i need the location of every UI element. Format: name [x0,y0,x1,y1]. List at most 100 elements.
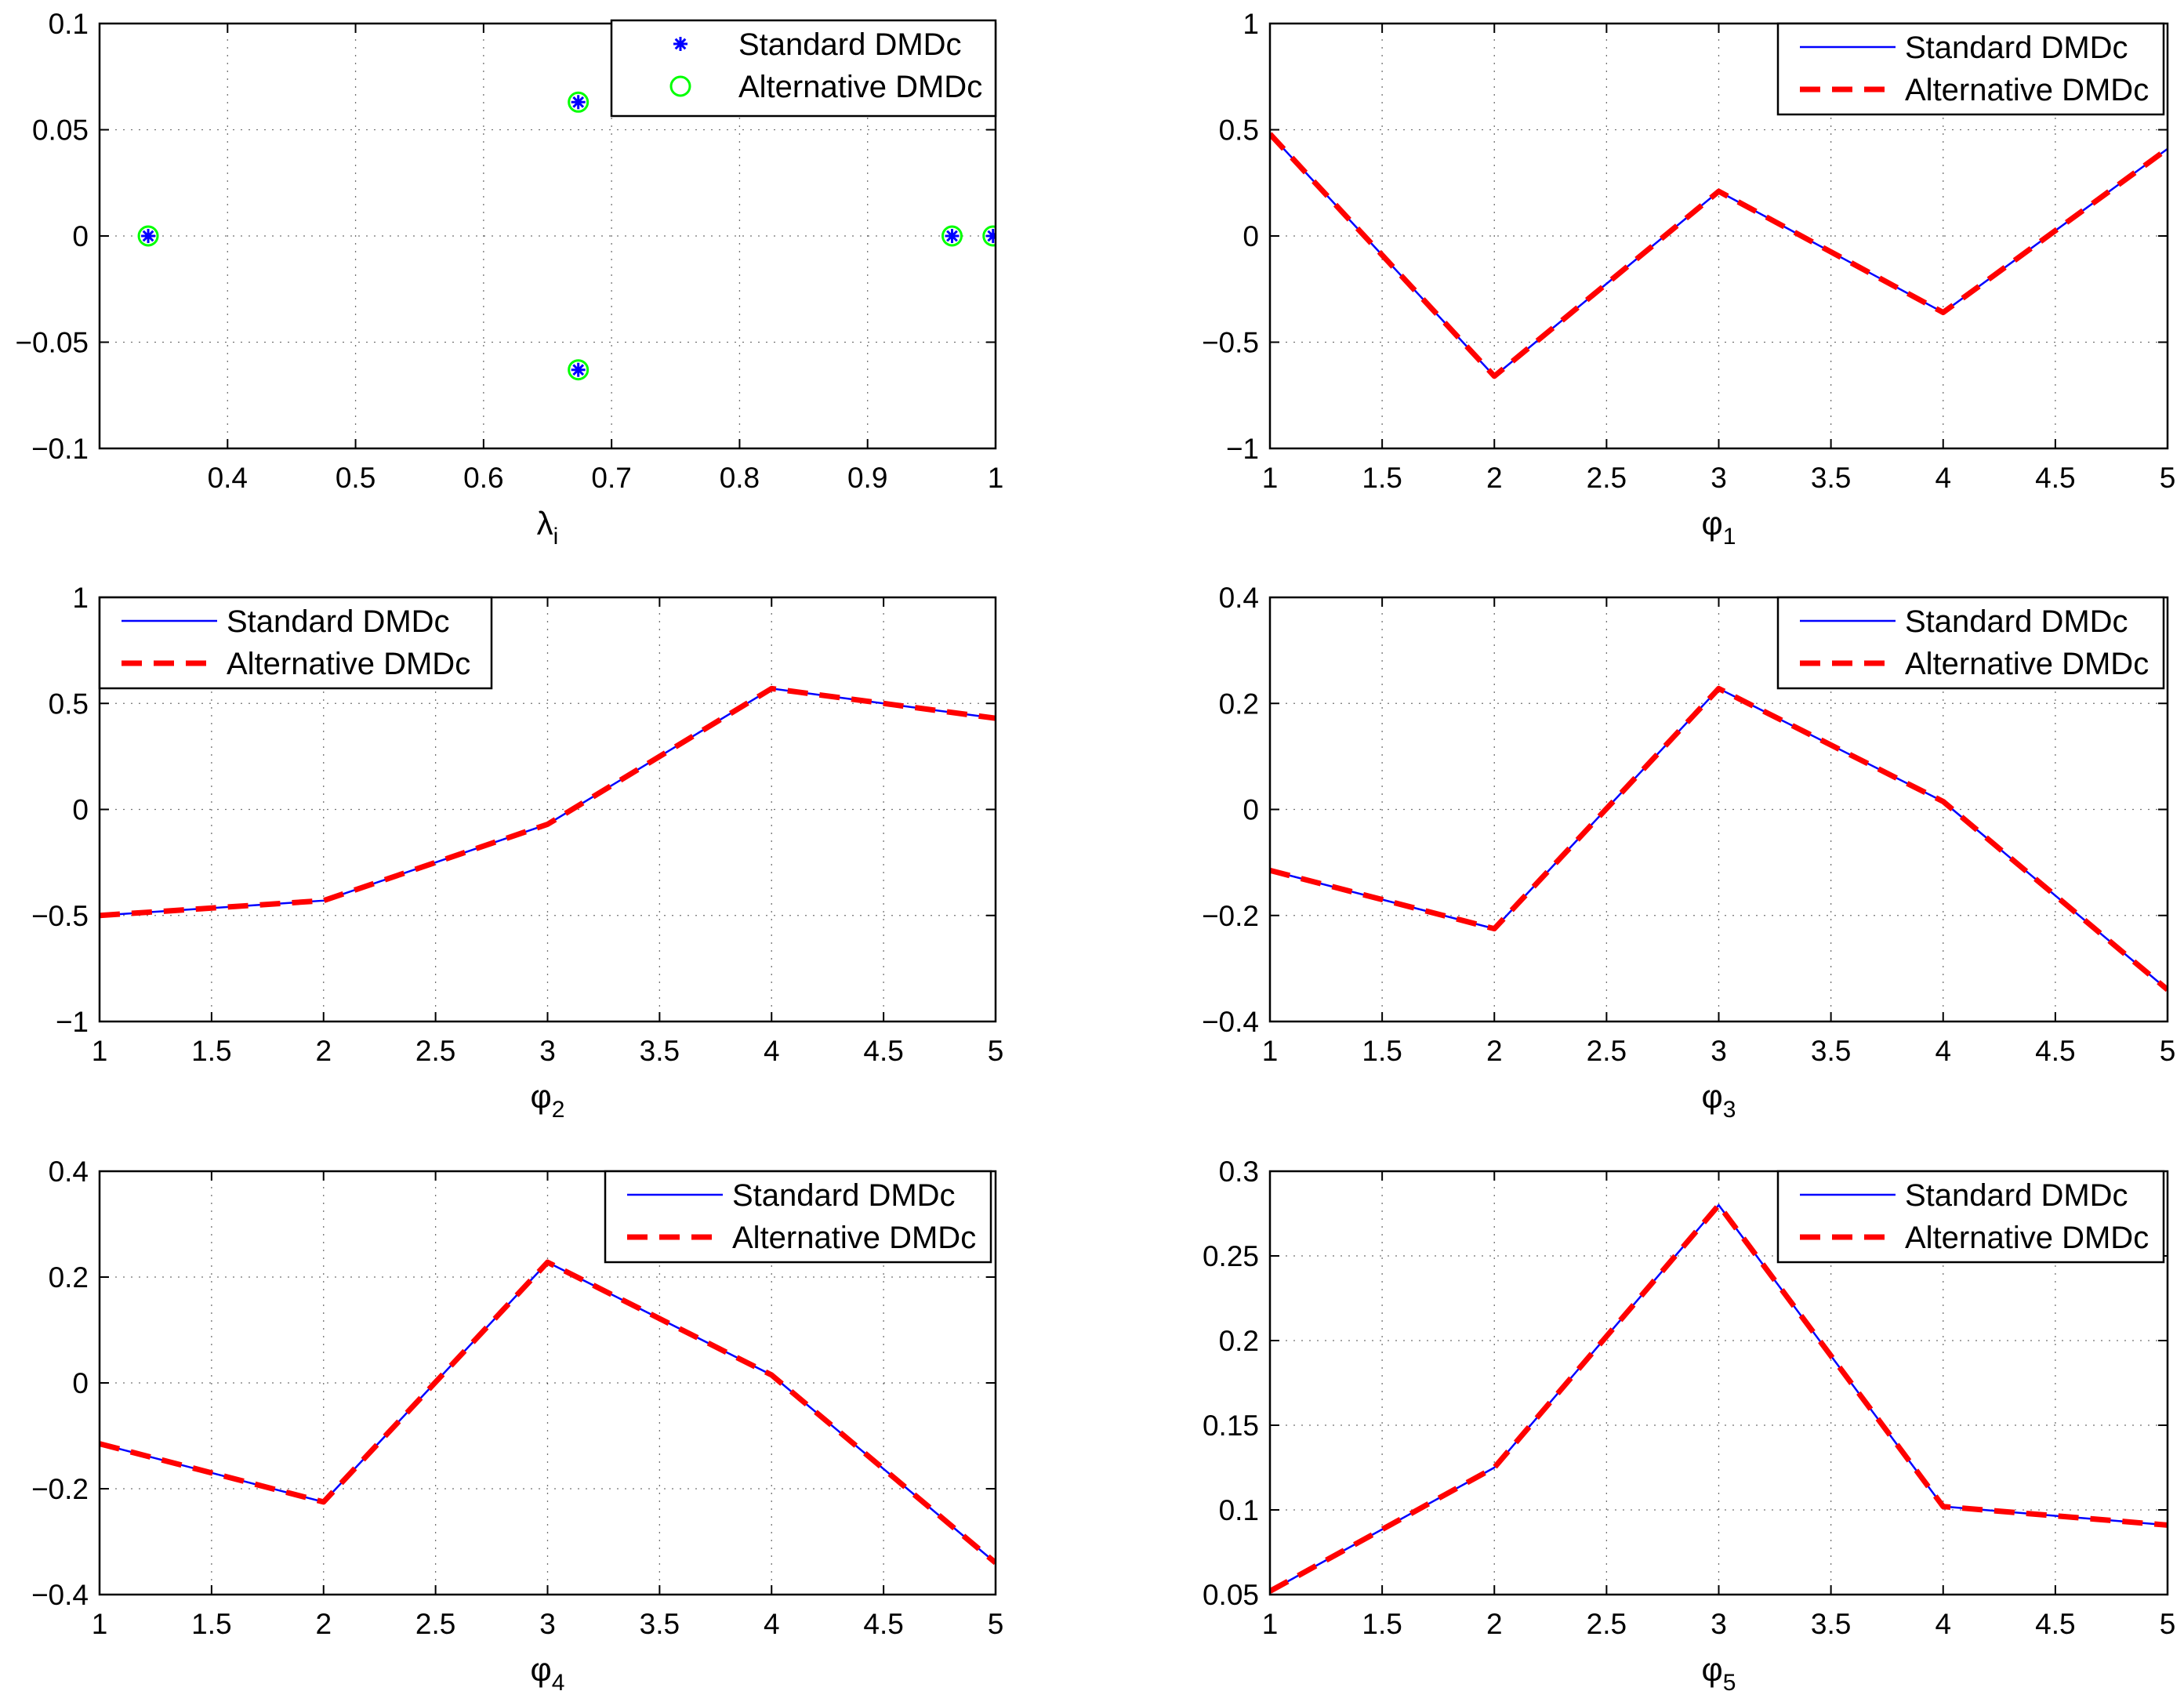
asterisk-stroke [674,38,687,50]
x-tick-label: 5 [2160,1035,2176,1067]
y-tick-label: 0.05 [32,114,89,147]
x-tick-label: 3.5 [1811,462,1851,494]
legend-entry-alternative-dmdc: Alternative DMDc [627,1221,976,1255]
legend-box [98,596,493,690]
y-tick-label: −0.5 [31,900,89,932]
x-tick-label: 2 [315,1035,332,1067]
x-tick-label: 0.6 [463,462,503,494]
x-tick-label: 1 [988,462,1004,494]
x-tick-label: 5 [988,1035,1004,1067]
x-tick-label: 5 [988,1608,1004,1640]
x-axis-label: φ3 [1702,1078,1736,1123]
y-tick-label: −1 [56,1006,89,1038]
x-tick-label: 1.5 [191,1608,231,1640]
y-tick-label: 0.5 [1219,114,1259,147]
y-tick-label: −0.5 [1202,327,1259,359]
x-tick-label: 1.5 [1362,462,1402,494]
y-tick-label: 0.2 [1219,688,1259,720]
y-tick-label: 0.15 [1203,1410,1259,1442]
x-tick-label: 1 [92,1035,108,1067]
x-tick-label: 0.9 [847,462,887,494]
x-tick-label: 4 [1935,462,1951,494]
alternative-dmdc-marker [568,359,590,381]
legend-label: Standard DMDc [738,27,962,62]
axes-frame [98,22,997,450]
legend: Standard DMDc Alternative DMDc [604,1170,992,1264]
legend-entry-standard-dmdc: Standard DMDc [673,27,962,62]
y-tick-label: 0.05 [1203,1579,1259,1611]
x-tick-label: 3.5 [1811,1608,1851,1640]
x-tick-label: 2 [1486,462,1503,494]
axes-frame [1268,22,2169,450]
x-tick-label: 2.5 [1587,1035,1627,1067]
x-tick-label: 3.5 [1811,1035,1851,1067]
legend: Standard DMDc Alternative DMDc [98,596,493,690]
asterisk-stroke [572,364,585,376]
chart-phi3: 1 1.5 2 2.5 3 3.5 4 4.5 5 −0.4 −0.2 0 0.2 0.4 φ3 Standa… [1202,582,2175,1123]
legend-label: Alternative DMDc [227,647,470,681]
y-tick-label: −0.4 [1202,1006,1259,1038]
x-tick-label: 4.5 [2035,1608,2075,1640]
y-tick-label: 0 [72,220,89,252]
y-tick-label: 0 [1243,794,1259,826]
x-tick-label: 4.5 [863,1608,903,1640]
axes-frame [1268,1170,2169,1596]
x-tick-label: 1.5 [191,1035,231,1067]
x-axis-label-subscript: 2 [552,1097,565,1123]
x-tick-label: 0.8 [720,462,760,494]
x-tick-label: 1 [1262,1608,1279,1640]
y-tick-label: 0.1 [1219,1494,1259,1526]
x-tick-label: 2.5 [415,1608,455,1640]
x-axis-label-subscript: 4 [552,1670,565,1691]
y-tick-label: −0.2 [1202,900,1259,932]
x-tick-label: 3 [539,1608,556,1640]
x-tick-label: 2 [1486,1608,1503,1640]
x-tick-label: 4 [1935,1608,1951,1640]
asterisk-stroke [572,96,585,108]
y-tick-label: 0 [72,1367,89,1399]
x-axis-label-subscript: 1 [1723,524,1736,550]
chart-phi2: 1 1.5 2 2.5 3 3.5 4 4.5 5 −1 −0.5 0 0.5 1 φ2 Standard D… [31,582,1003,1123]
legend-box [610,19,997,118]
standard-dmdc-marker [985,229,996,243]
legend-label: Standard DMDc [1905,31,2128,65]
y-tick-label: 0.1 [49,8,89,40]
legend-entry-standard-dmdc: Standard DMDc [1800,31,2128,65]
data-layer [137,91,996,381]
x-tick-label: 4 [764,1035,780,1067]
x-axis-label-subscript: 3 [1723,1097,1736,1123]
alternative-dmdc-marker [982,225,996,247]
data-layer [1270,132,2168,379]
x-tick-label: 4.5 [863,1035,903,1067]
y-tick-label: 1 [72,582,89,614]
legend-entry-alternative-dmdc: Alternative DMDc [669,70,982,104]
chart-phi4: 1 1.5 2 2.5 3 3.5 4 4.5 5 −0.4 −0.2 0 0.2 0.4 φ4 Standa… [31,1156,1003,1691]
x-tick-label: 4 [1935,1035,1951,1067]
x-tick-label: 1.5 [1362,1608,1402,1640]
legend-entry-alternative-dmdc: Alternative DMDc [1800,647,2149,681]
legend-entry-standard-dmdc: Standard DMDc [1800,604,2128,639]
y-tick-label: 0 [1243,220,1259,252]
legend-label: Alternative DMDc [1905,647,2149,681]
x-tick-label: 4.5 [2035,1035,2075,1067]
y-tick-label: 0.4 [49,1156,89,1188]
x-tick-label: 1 [1262,1035,1279,1067]
x-axis-label: φ1 [1702,505,1736,550]
asterisk-stroke [142,230,154,242]
standard-dmdc-marker [141,229,156,243]
legend-swatch [673,37,687,51]
y-tick-label: 0.2 [1219,1325,1259,1357]
asterisk-stroke [946,230,958,242]
x-tick-label: 1.5 [1362,1035,1402,1067]
data-layer [100,1259,996,1566]
chart-eigenvalues: 0.4 0.5 0.6 0.7 0.8 0.9 1 −0.1 −0.05 0 0.05 0.1 λi St… [15,8,1003,550]
legend-label: Alternative DMDc [1905,73,2149,107]
x-tick-label: 2.5 [1587,462,1627,494]
x-tick-label: 3.5 [640,1035,680,1067]
y-tick-label: 0.25 [1203,1240,1259,1272]
legend-label: Standard DMDc [1905,1178,2128,1213]
x-tick-label: 0.5 [336,462,375,494]
legend-swatch [669,75,691,97]
x-axis-label: φ2 [531,1078,565,1123]
